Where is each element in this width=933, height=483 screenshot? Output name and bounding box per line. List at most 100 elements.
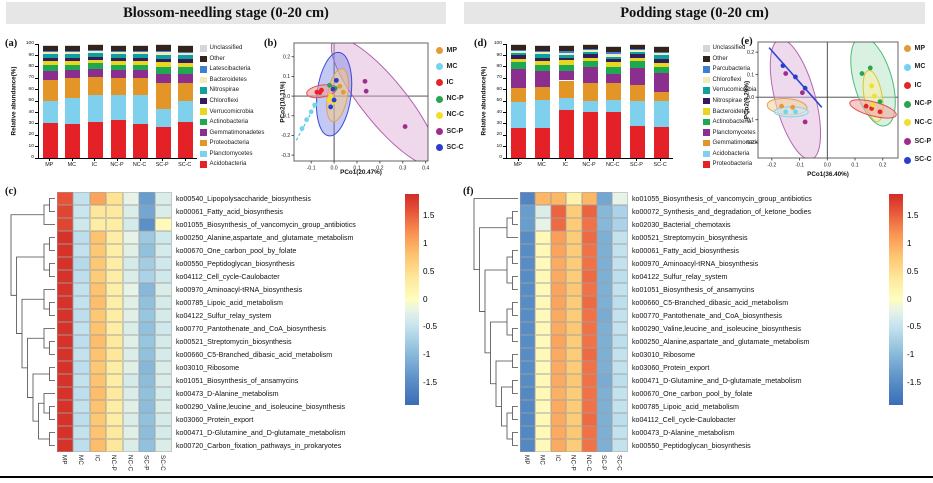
heatmap-cell	[597, 387, 613, 400]
heatmap-cell	[520, 270, 536, 283]
heatmap-cell	[550, 296, 567, 309]
colorbar-tick-label: -1	[907, 350, 915, 360]
bar-segment-Nitrospirae	[155, 55, 171, 59]
bar-segment-Parcubacteria	[629, 48, 645, 50]
bar-segment-Chloroflexi	[87, 56, 103, 60]
heatmap-cell	[581, 400, 597, 413]
x-tick-label: 0.3	[399, 166, 406, 172]
heatmap-cell	[581, 231, 597, 244]
bar-segment-Nitrospirae	[606, 58, 622, 63]
x-tick-mark	[636, 159, 638, 162]
heatmap-cell	[520, 374, 536, 387]
bar-segment-Verrucomicrobia	[653, 55, 669, 59]
colorbar-tick-label: 0.5	[907, 266, 919, 276]
data-point-IC	[863, 103, 869, 109]
legend-dot-SC-P	[904, 138, 911, 145]
heatmap-cell	[57, 283, 74, 296]
bar-segment-Proteobacteria	[606, 112, 622, 158]
heatmap-cell	[566, 309, 582, 322]
data-point-SC-P	[402, 124, 408, 129]
legend-swatch-Nitrospirae	[200, 87, 207, 94]
heatmap-cell	[581, 309, 597, 322]
heatmap-cell	[581, 218, 597, 231]
heatmap-cell	[520, 244, 536, 257]
bar-segment-Verrucomicrobia	[110, 61, 126, 65]
panel-label-e: (e)	[741, 36, 753, 47]
heatmap-cell	[535, 374, 551, 387]
heatmap-cell	[581, 270, 597, 283]
heatmap-cell	[597, 439, 613, 452]
heatmap-cell	[89, 387, 107, 400]
scatter-svg: -0.1 0.0 0.1 0.2 0.3 0.4 -0.3 -0.2 -0.1 0.0 0.1 0.2	[281, 42, 429, 172]
heatmap-cell	[139, 218, 156, 231]
legend-label: IC	[914, 81, 922, 89]
panel-e-x-axis-label: PCo1(36.40%)	[807, 171, 849, 178]
bar-segment-Parcubacteria	[535, 50, 551, 52]
row-label: ko03010_Ribosome	[632, 350, 696, 359]
colorbar-tick-label: 1	[907, 238, 912, 248]
row-label: ko01051_Biosynthesis_of_ansamycins	[632, 285, 755, 294]
x-category-label: SC-C	[178, 161, 192, 168]
legend-label: SC-C	[914, 156, 932, 164]
bar-segment-Unclassified	[629, 44, 645, 46]
legend-swatch-Unclassified	[200, 45, 207, 52]
heatmap-cell	[139, 244, 156, 257]
heatmap-cell	[89, 296, 107, 309]
bar-segment-Parcubacteria	[606, 52, 622, 55]
bar-segment-Verrucomicrobia	[155, 62, 171, 67]
legend-label: Acidobacteria	[712, 149, 750, 157]
data-point-SC-P	[799, 90, 805, 96]
heatmap-cell	[566, 387, 582, 400]
row-label: ko00770_Pantothenate_and_CoA_biosynthesi…	[176, 324, 326, 333]
heatmap-cell	[550, 205, 567, 218]
heatmap-cell	[581, 348, 597, 361]
row-label: ko00473_D-Alanine_metabolism	[176, 389, 279, 398]
bar-segment-Proteobacteria	[558, 110, 574, 158]
data-point-NC-P	[859, 71, 865, 76]
row-label: ko00250_Alanine,aspartate_and_glutamate_…	[632, 337, 810, 346]
heatmap-cell	[535, 257, 551, 270]
heatmap-cell	[155, 322, 172, 335]
y-tick-mark	[503, 157, 506, 159]
data-point-MC	[308, 109, 314, 115]
data-point-SC-P	[802, 119, 808, 125]
x-category-label: SC-C	[653, 161, 667, 168]
bar-segment-Nitrospirae	[511, 55, 527, 59]
bar-segment-Other	[558, 46, 574, 51]
legend-label: NC-C	[446, 111, 465, 119]
x-tick-label: 0.1	[353, 166, 360, 172]
x-tick-label: 0.1	[851, 163, 858, 169]
bar-segment-Unclassified	[535, 45, 551, 47]
legend-label: Gemmatimonadetes	[712, 139, 768, 147]
legend-label: SC-P	[446, 127, 464, 135]
heatmap-cell	[139, 348, 156, 361]
y-tick-mark	[503, 112, 506, 113]
legend-swatch-Acidobacteria	[200, 161, 207, 168]
heatmap-cell	[597, 257, 613, 270]
bar-segment-Gemmatimonadetes	[558, 80, 574, 98]
panel-label-d: (d)	[474, 38, 487, 49]
row-label: ko03060_Protein_export	[632, 363, 710, 372]
legend-swatch-Planctomycetes	[200, 150, 207, 157]
bar-segment-Nitrospirae	[653, 58, 669, 64]
bar-segment-Verrucomicrobia	[582, 52, 598, 55]
heatmap-cell	[155, 374, 172, 387]
y-tick-mark	[503, 89, 506, 90]
row-label: ko00770_Pantothenate_and_CoA_biosynthesi…	[632, 311, 782, 320]
heatmap-cell	[139, 283, 156, 296]
row-label: ko02030_Bacterial_chemotaxis	[632, 220, 731, 229]
bar-segment-Acidobacteria	[110, 120, 126, 158]
x-tick-mark	[71, 159, 73, 162]
bar-segment-Gemmatimonadetes	[178, 73, 194, 83]
heatmap-cell	[597, 413, 613, 426]
heatmap-cell	[612, 348, 628, 361]
legend-label: SC-C	[446, 143, 464, 151]
legend-label: MP	[446, 46, 458, 54]
heatmap-cell	[581, 361, 597, 374]
y-tick-label: 30	[28, 121, 34, 126]
legend-label: Other	[712, 54, 728, 62]
y-tick-label: 0.2	[283, 55, 290, 61]
heatmap-cell	[73, 192, 90, 205]
heatmap-cell	[566, 400, 582, 413]
